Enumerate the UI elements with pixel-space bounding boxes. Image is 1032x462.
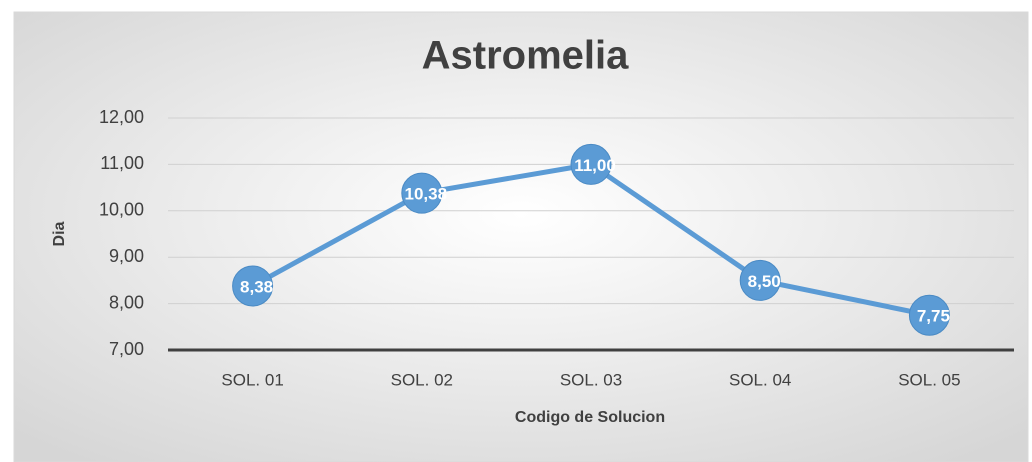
chart-area [13, 11, 1029, 462]
y-tick-label: 12,00 [99, 107, 144, 127]
marker [401, 172, 443, 214]
x-axis-label: Codigo de Solucion [515, 409, 665, 426]
y-tick-label: 8,00 [109, 292, 144, 312]
y-tick-label: 9,00 [109, 246, 144, 266]
x-tick-label: SOL. 05 [898, 370, 960, 389]
marker [232, 265, 274, 307]
data-label: 8,50 [748, 272, 781, 291]
marker [908, 294, 950, 336]
x-tick-label: SOL. 01 [221, 370, 283, 389]
y-tick-label: 11,00 [100, 153, 144, 173]
data-label: 10,38 [405, 185, 448, 204]
data-label: 8,38 [240, 277, 273, 296]
x-tick-label: SOL. 04 [729, 370, 791, 389]
chart-title: Astromelia [422, 34, 629, 78]
data-label: 11,00 [574, 156, 616, 175]
y-axis-label: Dia [51, 221, 68, 246]
marker [739, 259, 781, 301]
data-label: 7,75 [917, 307, 950, 326]
x-tick-label: SOL. 02 [391, 370, 453, 389]
y-tick-label: 7,00 [109, 339, 144, 359]
marker [570, 143, 612, 185]
x-tick-label: SOL. 03 [560, 370, 622, 389]
y-tick-label: 10,00 [99, 200, 144, 220]
